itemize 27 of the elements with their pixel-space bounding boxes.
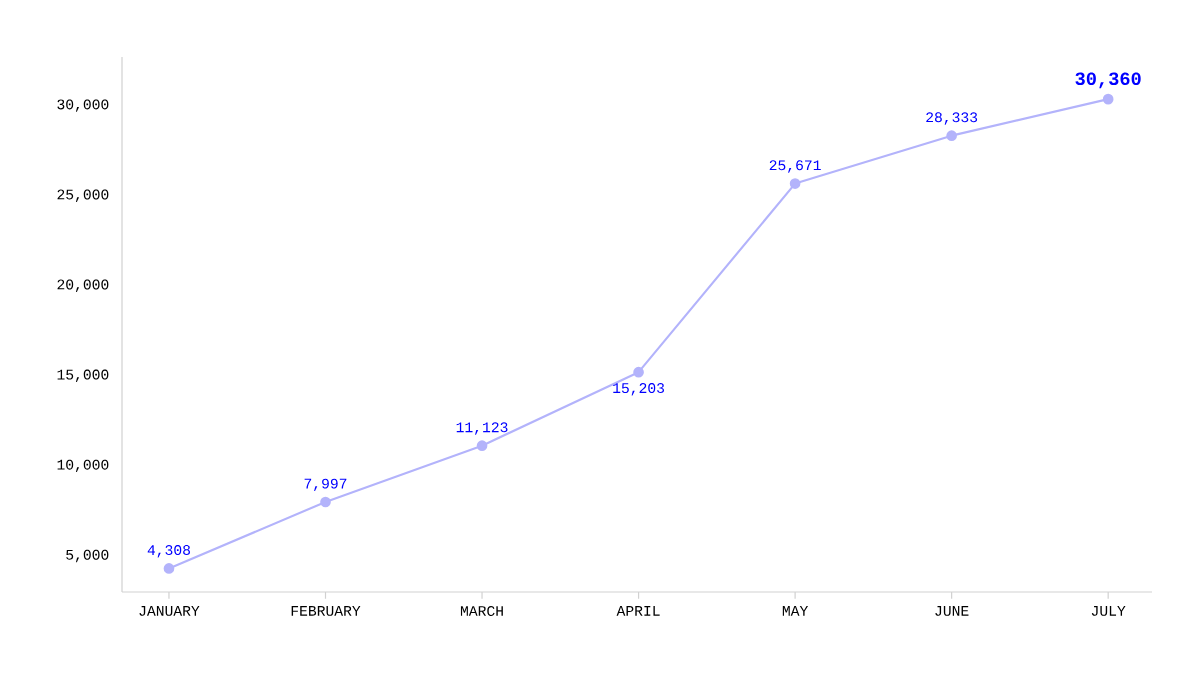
x-tick-label: FEBRUARY bbox=[291, 606, 361, 616]
point bbox=[476, 440, 488, 451]
data-label: 28,333 bbox=[926, 112, 978, 125]
x-tick-label: JANUARY bbox=[139, 606, 200, 616]
point bbox=[946, 130, 957, 141]
data-label: 11,123 bbox=[456, 422, 508, 435]
y-tick-label: 20,000 bbox=[57, 279, 109, 292]
point bbox=[789, 178, 801, 189]
data-label: 4,308 bbox=[147, 545, 190, 558]
data-label: 25,671 bbox=[769, 160, 821, 173]
y-tick-label: 25,000 bbox=[57, 189, 109, 202]
y-tick-label: 10,000 bbox=[57, 459, 109, 473]
point bbox=[633, 366, 644, 378]
point bbox=[163, 563, 175, 574]
y-tick-label: 30,000 bbox=[57, 99, 109, 112]
x-tick-label: MAY bbox=[782, 606, 809, 616]
x-tick-label: JUNE bbox=[935, 606, 969, 616]
y-tick-label: 5,000 bbox=[66, 549, 109, 563]
x-tick-label: MARCH bbox=[460, 606, 503, 616]
y-tick-label: 15,000 bbox=[57, 369, 109, 383]
x-tick-label: JULY bbox=[1091, 606, 1126, 616]
point bbox=[1102, 93, 1114, 105]
data-label: 30,360 bbox=[1075, 72, 1141, 89]
point bbox=[320, 496, 331, 508]
data-label: 7,997 bbox=[304, 478, 347, 492]
data-label: 15,203 bbox=[613, 383, 665, 396]
x-tick-label: APRIL bbox=[616, 606, 660, 616]
